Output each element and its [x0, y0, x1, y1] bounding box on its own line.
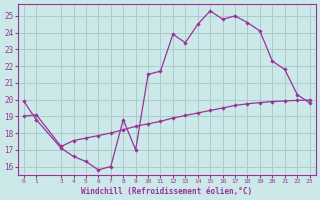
X-axis label: Windchill (Refroidissement éolien,°C): Windchill (Refroidissement éolien,°C) [81, 187, 252, 196]
